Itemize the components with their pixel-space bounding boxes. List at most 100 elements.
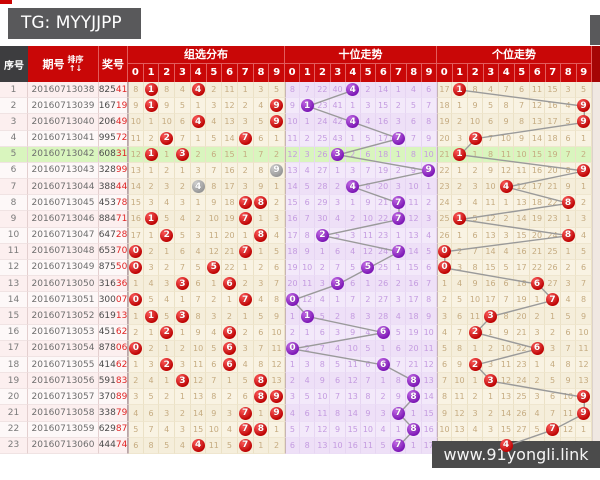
- seq-cell: 3: [0, 114, 28, 131]
- table-row[interactable]: 3 20160713040 206 49 10 1 10 6 4 4 13 3 5 9 10 1 24 42 4 4 1…: [0, 114, 592, 131]
- miss-cell: 8: [284, 82, 301, 99]
- miss-cell: 11: [483, 195, 499, 212]
- table-row[interactable]: 9 20160713046 884 71 16 1 5 4 2 10 19 7 1 3 16 7 30 4 2 10 2…: [0, 211, 592, 228]
- miss-cell: 2: [175, 179, 191, 196]
- miss-cell: 7: [253, 146, 270, 163]
- seq-cell: 1: [0, 82, 28, 99]
- miss-cell: 9: [467, 98, 484, 115]
- section-title: 个位走势: [437, 46, 592, 64]
- red-ball: 2: [468, 325, 482, 339]
- table-row[interactable]: 1 20160713038 825 41 8 1 8 4 4 2 11 1 3 5 8 7 22 40 4 2 14 1 4…: [0, 82, 592, 99]
- table-row[interactable]: 10 20160713047 647 28 17 1 2 5 3 11 20 1 8 4 17 8 2 5 3 11 2…: [0, 227, 592, 245]
- miss-cell: 6: [560, 130, 577, 147]
- table-row[interactable]: 15 20160713052 619 13 1 1 5 3 8 3 2 1 5 9 1 1 5 2 8 3 28 4 18 9…: [0, 308, 592, 326]
- digit-header: 4: [499, 64, 515, 82]
- table-row[interactable]: 16 20160713053 451 62 2 1 2 1 9 4 6 2 6 10 2 1 6 3 9 4 6 5 19 1…: [0, 324, 592, 341]
- table-row[interactable]: 23 20160713060 444 74 6 8 5 4 4 11 5 7 1 2 6 8 13 10 16 11 5…: [0, 437, 592, 454]
- table-row[interactable]: 7 20160713044 388 44 14 2 3 2 4 8 17 3 9 1 14 5 28 2 4 8 20 3…: [0, 179, 592, 196]
- table-row[interactable]: 20 20160713057 370 89 3 5 2 1 13 8 2 6 8 9 3 5 10 7 13 8 2 9 8…: [0, 389, 592, 407]
- table-row[interactable]: 12 20160713049 875 50 0 3 2 7 5 5 22 1 2 6 19 10 2 7 5 5 25 1…: [0, 259, 592, 277]
- miss-cell: 5: [269, 82, 285, 99]
- miss-cell: 12: [300, 292, 316, 309]
- seq-cell: 7: [0, 179, 28, 196]
- section-header-1: 十位走势 0 1 2 3 4 5 6 7 8 9: [285, 46, 438, 82]
- table-row[interactable]: 4 20160713041 995 72 11 2 2 7 1 5 14 7 6 1 11 2 25 43 1 5 17…: [0, 130, 592, 147]
- miss-cell: 4: [421, 227, 437, 244]
- red-ball: 1: [453, 147, 466, 161]
- miss-cell: 11: [498, 146, 515, 163]
- miss-cell: 10: [421, 324, 437, 341]
- period-cell: 20160713048: [28, 243, 99, 260]
- purple-ball: 6: [376, 358, 390, 372]
- red-ball: 1: [144, 147, 158, 161]
- seq-cell: 18: [0, 356, 28, 374]
- miss-cell: 1: [128, 356, 144, 374]
- table-row[interactable]: 2 20160713039 167 19 9 1 9 5 1 3 12 2 4 9 9 1 23 41 1 3 15 2 5…: [0, 98, 592, 115]
- miss-cell: 6: [237, 389, 254, 406]
- miss-cell: 3: [175, 195, 191, 212]
- miss-cell: 19: [529, 211, 546, 228]
- table-row[interactable]: 8 20160713045 453 78 15 3 4 3 1 9 18 7 8 2 15 6 29 3 1 9 21 7…: [0, 195, 592, 212]
- miss-cell: 17: [529, 179, 546, 196]
- prize-front-digits: 444: [99, 440, 116, 451]
- miss-cell: 7: [360, 162, 376, 180]
- vertical-scrollbar[interactable]: [592, 82, 600, 454]
- miss-cell: 12: [576, 356, 592, 374]
- prize-cell: 995 72: [99, 130, 128, 147]
- prize-last-digits: 83: [115, 375, 128, 386]
- miss-cell: 1: [452, 98, 468, 115]
- miss-cell: 11: [360, 227, 376, 244]
- table-row[interactable]: 5 20160713042 608 31 12 1 1 3 2 6 15 1 7 2 12 3 26 3 2 6 18 1…: [0, 146, 592, 163]
- miss-cell: 12: [269, 356, 285, 374]
- table-row[interactable]: 13 20160713050 316 36 1 4 3 3 6 1 6 2 3 7 20 11 3 3 6 1 26 2 1…: [0, 276, 592, 293]
- miss-cell: 1: [300, 114, 316, 131]
- miss-cell: 11: [222, 82, 238, 99]
- miss-cell: 7: [315, 340, 331, 357]
- red-ball: 8: [254, 228, 268, 242]
- miss-cell: 19: [222, 211, 238, 228]
- miss-cell: 21: [436, 146, 453, 163]
- table-row[interactable]: 17 20160713054 878 06 0 2 1 2 10 5 6 3 7 11 0 2 7 4 10 5 1 6 2…: [0, 340, 592, 357]
- table-row[interactable]: 22 20160713059 629 87 5 7 4 3 15 10 4 7 8 1 5 7 12 9 15 10 4…: [0, 421, 592, 438]
- red-ball: 2: [160, 131, 174, 145]
- digit-header: 3: [484, 64, 499, 82]
- miss-cell: 7: [467, 243, 484, 260]
- table-row[interactable]: 11 20160713048 653 70 0 2 1 6 4 12 21 7 1 5 18 9 1 6 4 12 24…: [0, 243, 592, 260]
- red-ball: 0: [129, 341, 143, 355]
- miss-cell: 2: [467, 162, 484, 180]
- miss-cell: 6: [467, 227, 484, 244]
- table-row[interactable]: 14 20160713051 300 07 0 5 4 1 7 2 1 7 4 8 0 12 4 1 7 2 27 3 17…: [0, 292, 592, 309]
- miss-cell: 1: [143, 308, 160, 325]
- miss-cell: 12: [421, 356, 437, 374]
- miss-cell: 8: [253, 421, 270, 438]
- miss-cell: 11: [498, 356, 515, 374]
- miss-cell: 3: [360, 308, 376, 325]
- seq-cell: 20: [0, 389, 28, 406]
- miss-cell: 1: [237, 308, 254, 325]
- table-row[interactable]: 18 20160713055 414 62 1 3 2 3 11 6 6 4 8 12 1 3 8 5 11 6 6 7 2…: [0, 356, 592, 374]
- miss-cell: 4: [345, 114, 361, 131]
- miss-cell: 9: [576, 114, 592, 131]
- sort-control[interactable]: 排序 ↑↓: [68, 55, 84, 73]
- table-row[interactable]: 21 20160713058 338 79 4 6 3 2 14 9 3 7 1 9 4 6 11 8 14 9 3 7 1…: [0, 405, 592, 422]
- miss-cell: 7: [237, 292, 254, 309]
- miss-cell: 4: [300, 373, 316, 390]
- miss-cell: 6: [560, 324, 577, 341]
- period-cell: 20160713056: [28, 373, 99, 390]
- miss-cell: 4: [159, 421, 176, 438]
- miss-cell: 1: [175, 324, 191, 341]
- table-row[interactable]: 6 20160713043 328 99 13 1 2 1 3 7 16 2 8 9 13 4 27 1 3 7 19 2…: [0, 162, 592, 180]
- miss-cell: 8: [253, 389, 270, 406]
- purple-ball: 9: [422, 163, 436, 177]
- miss-cell: 3: [159, 179, 176, 196]
- miss-cell: 41: [330, 98, 346, 115]
- miss-cell: 17: [406, 292, 422, 309]
- table-row[interactable]: 19 20160713056 591 83 2 4 1 3 12 7 1 5 8 13 2 4 9 6 12 7 1 8 8…: [0, 373, 592, 390]
- miss-cell: 3: [560, 82, 577, 99]
- seq-cell: 22: [0, 421, 28, 438]
- miss-cell: 5: [128, 421, 144, 438]
- miss-cell: 4: [190, 114, 207, 131]
- miss-cell: 6: [406, 114, 422, 131]
- miss-cell: 1: [436, 276, 453, 293]
- miss-cell: 6: [391, 340, 407, 357]
